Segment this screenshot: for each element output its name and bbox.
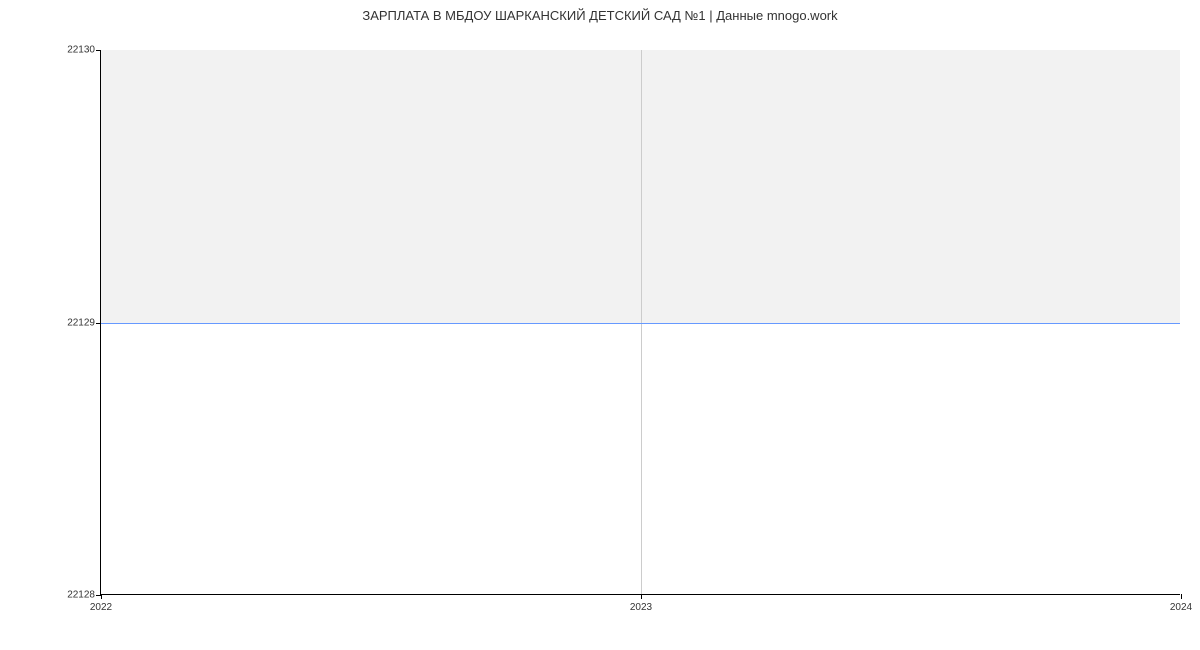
- y-tick-label: 22128: [67, 590, 95, 601]
- y-tick-label: 22129: [67, 317, 95, 328]
- y-tick-mark: [96, 323, 101, 324]
- chart-title: ЗАРПЛАТА В МБДОУ ШАРКАНСКИЙ ДЕТСКИЙ САД …: [0, 8, 1200, 23]
- x-tick-mark: [101, 594, 102, 599]
- y-tick-mark: [96, 50, 101, 51]
- x-tick-label: 2022: [90, 602, 112, 613]
- y-tick-label: 22130: [67, 45, 95, 56]
- x-tick-mark: [1181, 594, 1182, 599]
- series-line: [101, 323, 1180, 324]
- x-tick-mark: [641, 594, 642, 599]
- x-tick-label: 2023: [630, 602, 652, 613]
- salary-chart: ЗАРПЛАТА В МБДОУ ШАРКАНСКИЙ ДЕТСКИЙ САД …: [0, 0, 1200, 650]
- plot-area: 221282212922130202220232024: [100, 50, 1180, 595]
- x-tick-label: 2024: [1170, 602, 1192, 613]
